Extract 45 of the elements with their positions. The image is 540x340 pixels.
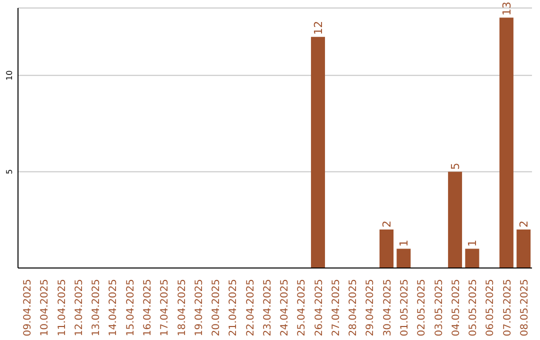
bar bbox=[465, 248, 480, 268]
data-label: 5 bbox=[449, 162, 462, 170]
x-tick-label: 28.04.2025 bbox=[348, 279, 360, 336]
x-tick-label: 22.04.2025 bbox=[245, 279, 256, 336]
x-tick-label: 23.04.2025 bbox=[262, 279, 274, 336]
bar bbox=[516, 229, 531, 268]
x-tick-label: 02.05.2025 bbox=[416, 279, 428, 336]
x-tick-label: 20.04.2025 bbox=[211, 279, 222, 336]
x-tick-label: 29.04.2025 bbox=[365, 279, 376, 336]
x-tick-label: 26.04.2025 bbox=[314, 279, 325, 336]
x-tick-label: 10.04.2025 bbox=[40, 279, 51, 336]
x-tick-label: 03.05.2025 bbox=[434, 279, 445, 336]
bar bbox=[448, 172, 462, 268]
data-label: 2 bbox=[518, 220, 531, 228]
x-tick-label: 07.05.2025 bbox=[502, 279, 514, 336]
x-tick-label: 18.04.2025 bbox=[176, 279, 188, 336]
bar bbox=[396, 248, 411, 268]
data-label: 12 bbox=[312, 20, 325, 35]
x-tick-label: 30.04.2025 bbox=[382, 279, 394, 336]
x-tick-label: 11.04.2025 bbox=[56, 279, 68, 336]
bar bbox=[499, 18, 514, 268]
x-tick-label: 19.04.2025 bbox=[194, 279, 205, 336]
data-label: 1 bbox=[466, 240, 480, 247]
x-tick-label: 14.04.2025 bbox=[108, 279, 120, 336]
bar bbox=[310, 36, 325, 268]
x-tick-label: 16.04.2025 bbox=[142, 279, 154, 336]
x-tick-label: 24.04.2025 bbox=[280, 279, 291, 336]
x-tick-label: 04.05.2025 bbox=[450, 279, 462, 336]
data-label: 1 bbox=[398, 240, 411, 247]
x-tick-label: 21.04.2025 bbox=[228, 279, 240, 336]
x-tick-label: 09.04.2025 bbox=[22, 279, 34, 336]
bar bbox=[380, 229, 394, 268]
data-label: 13 bbox=[500, 2, 514, 16]
x-tick-label: 13.04.2025 bbox=[91, 279, 102, 336]
x-tick-label: 01.05.2025 bbox=[400, 279, 410, 336]
x-tick-label: 08.05.2025 bbox=[519, 279, 530, 336]
y-tick-label: 10 bbox=[5, 70, 14, 80]
x-tick-label: 17.04.2025 bbox=[160, 279, 171, 336]
x-tick-label: 15.04.2025 bbox=[125, 279, 136, 336]
x-tick-label: 05.05.2025 bbox=[468, 279, 480, 336]
x-tick-label: 25.04.2025 bbox=[296, 279, 308, 336]
x-tick-label: 27.04.2025 bbox=[330, 279, 342, 336]
data-label: 2 bbox=[380, 220, 394, 228]
x-tick-label: 12.04.2025 bbox=[74, 279, 85, 336]
x-tick-label: 06.05.2025 bbox=[485, 279, 496, 336]
